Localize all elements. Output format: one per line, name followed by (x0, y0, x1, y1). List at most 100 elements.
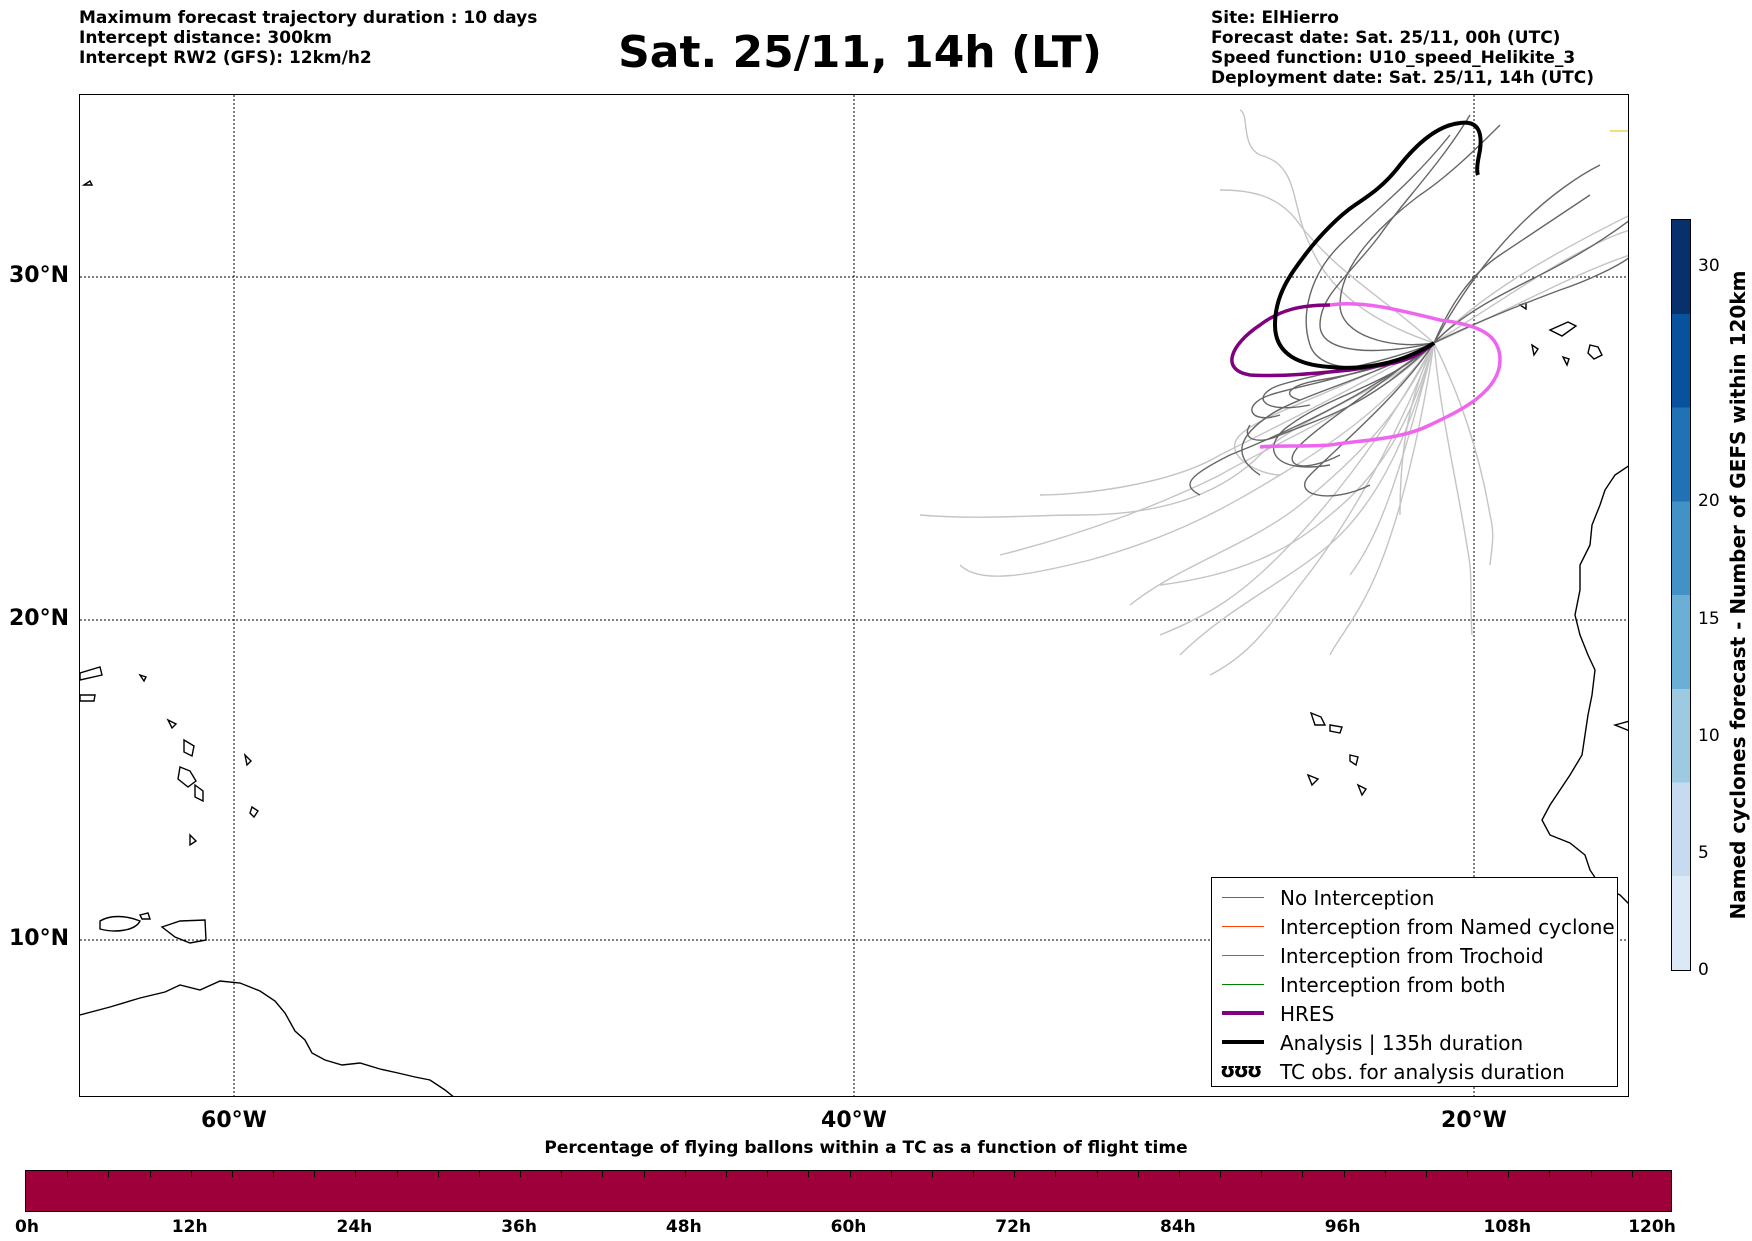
lat-label-30: 30°N (9, 263, 70, 288)
speed-function-text: Speed function: U10_speed_Helikite_3 (1211, 48, 1576, 68)
flight-time-minor-tick (149, 1171, 151, 1177)
island-cape-verde-1 (1309, 711, 1327, 726)
analysis-trajectory (1272, 120, 1483, 370)
flight-time-minor-tick (1178, 1171, 1180, 1177)
tc-obs-icon: ʊʊʊ (1220, 1058, 1262, 1082)
flight-time-minor-tick (1220, 1171, 1222, 1177)
coast-africa (1541, 465, 1628, 904)
flight-time-minor-tick (355, 1171, 357, 1177)
coast-trinidad (160, 919, 207, 944)
flight-time-tick: 24h (336, 1217, 373, 1237)
legend-swatch (1222, 1011, 1264, 1015)
flight-time-tick: 12h (171, 1217, 208, 1237)
legend-label: No Interception (1280, 886, 1435, 910)
trajectories-light (919, 109, 1628, 676)
legend-label: Interception from Trochoid (1280, 944, 1544, 968)
gridlines (80, 95, 1628, 1096)
flight-time-tick: 84h (1160, 1217, 1196, 1237)
legend-item-named-cyclone: Interception from Named cyclone (1218, 913, 1615, 941)
flight-time-minor-tick (767, 1171, 769, 1177)
island-barbados (249, 805, 259, 819)
cbar-tick-30: 30 (1698, 256, 1720, 276)
flight-time-tick: 0h (15, 1217, 39, 1237)
intercept-distance-text: Intercept distance: 300km (79, 28, 332, 48)
flight-time-minor-tick (1261, 1171, 1263, 1177)
cbar-tick-15: 15 (1698, 609, 1720, 629)
flight-time-minor-tick (314, 1171, 316, 1177)
flight-time-minor-tick (602, 1171, 604, 1177)
island-guadeloupe (177, 766, 197, 788)
flight-time-minor-tick (437, 1171, 439, 1177)
lon-label-60w: 60°W (201, 1108, 267, 1133)
island-small-6 (81, 179, 94, 186)
legend-item-both: Interception from both (1218, 971, 1613, 999)
site-text: Site: ElHierro (1211, 8, 1339, 28)
flight-time-minor-tick (684, 1171, 686, 1177)
flight-time-minor-tick (1631, 1171, 1633, 1177)
island-canary-2 (1548, 321, 1578, 337)
island-canary-3 (1587, 344, 1603, 360)
flight-time-bar (25, 1170, 1672, 1212)
flight-time-minor-tick (67, 1171, 69, 1177)
legend-label: Analysis | 135h duration (1280, 1031, 1524, 1055)
cbar-tick-20: 20 (1698, 491, 1720, 511)
header-left: Maximum forecast trajectory duration : 1… (79, 8, 537, 68)
island-martinique (194, 783, 204, 803)
flight-time-minor-tick (1096, 1171, 1098, 1177)
forecast-date-text: Forecast date: Sat. 25/11, 00h (UTC) (1211, 28, 1561, 48)
legend-swatch (1222, 926, 1264, 927)
lon-label-40w: 40°W (821, 1108, 887, 1133)
island-small-5 (138, 912, 151, 920)
legend-swatch (1222, 897, 1264, 898)
legend-label: HRES (1280, 1002, 1335, 1026)
coast-africa-islands (1612, 720, 1628, 731)
flight-time-minor-tick (849, 1171, 851, 1177)
legend-item-no-interception: No Interception (1218, 884, 1613, 912)
island-small-1 (138, 673, 147, 683)
flight-time-tick: 60h (830, 1217, 867, 1237)
coast-south-america (80, 980, 454, 1096)
coastlines (80, 179, 1628, 1096)
island-cape-verde-3 (1349, 754, 1359, 767)
flight-time-tick: 96h (1324, 1217, 1361, 1237)
island-small-4 (189, 833, 198, 847)
lon-label-20w: 20°W (1441, 1108, 1507, 1133)
intercept-rw2-text: Intercept RW2 (GFS): 12km/h2 (79, 48, 372, 68)
map-panel[interactable] (79, 94, 1629, 1097)
island-small-3 (243, 752, 252, 767)
legend-swatch (1222, 1040, 1264, 1044)
trajectories-no-interception (1189, 114, 1628, 497)
flight-time-minor-tick (725, 1171, 727, 1177)
island-canary-4 (1561, 355, 1570, 367)
legend-swatch (1222, 955, 1264, 956)
flight-time-minor-tick (1302, 1171, 1304, 1177)
flight-time-tick: 72h (995, 1217, 1032, 1237)
flight-time-minor-tick (808, 1171, 810, 1177)
island-antilles-2 (80, 694, 96, 702)
flight-time-minor-tick (1590, 1171, 1592, 1177)
flight-time-minor-tick (1467, 1171, 1469, 1177)
island-cape-verde-2 (1329, 724, 1343, 734)
flight-time-bar-title: Percentage of flying ballons within a TC… (544, 1138, 1188, 1158)
flight-time-minor-tick (1549, 1171, 1551, 1177)
flight-time-minor-tick (1425, 1171, 1427, 1177)
max-duration-text: Maximum forecast trajectory duration : 1… (79, 8, 538, 28)
legend-swatch (1222, 984, 1264, 985)
cyclone-colorbar (1671, 219, 1691, 971)
flight-time-tick: 36h (501, 1217, 537, 1237)
flight-time-minor-tick (190, 1171, 192, 1177)
island-small-2 (166, 718, 178, 730)
flight-time-minor-tick (273, 1171, 275, 1177)
legend-item-hres: HRES (1218, 1000, 1613, 1028)
coast-venezuela-islands (99, 915, 141, 932)
header-right: Site: ElHierro Forecast date: Sat. 25/11… (1211, 8, 1594, 88)
island-dominica (183, 738, 195, 758)
legend-item-tc-obs: ʊʊʊ TC obs. for analysis duration (1218, 1058, 1613, 1086)
page-title: Sat. 25/11, 14h (LT) (618, 27, 1102, 78)
flight-time-minor-tick (1508, 1171, 1510, 1177)
flight-time-minor-tick (1384, 1171, 1386, 1177)
legend-item-trochoid: Interception from Trochoid (1218, 942, 1613, 970)
flight-time-tick: 48h (665, 1217, 702, 1237)
island-cape-verde-5 (1356, 783, 1368, 797)
flight-time-minor-tick (520, 1171, 522, 1177)
